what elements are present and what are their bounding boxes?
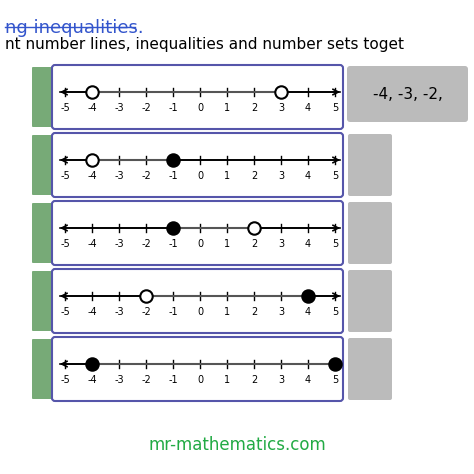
Text: -1: -1 <box>168 239 178 249</box>
Point <box>88 360 96 368</box>
Text: -5: -5 <box>60 239 70 249</box>
Text: 0: 0 <box>197 307 203 317</box>
Text: 3: 3 <box>278 239 284 249</box>
Text: 0: 0 <box>197 239 203 249</box>
FancyBboxPatch shape <box>32 339 52 399</box>
Point <box>142 292 150 300</box>
Text: 5: 5 <box>332 171 338 181</box>
Text: 3: 3 <box>278 375 284 385</box>
Point <box>304 292 312 300</box>
Text: 4: 4 <box>305 307 311 317</box>
Text: 3: 3 <box>278 171 284 181</box>
Text: -2: -2 <box>141 103 151 113</box>
Text: 1: 1 <box>224 239 230 249</box>
Text: -5: -5 <box>60 375 70 385</box>
Text: 4: 4 <box>305 375 311 385</box>
Text: 2: 2 <box>251 171 257 181</box>
Text: 3: 3 <box>278 307 284 317</box>
Text: 2: 2 <box>251 239 257 249</box>
Text: -1: -1 <box>168 307 178 317</box>
Text: -4: -4 <box>87 103 97 113</box>
Point <box>169 224 177 232</box>
FancyBboxPatch shape <box>32 135 52 195</box>
Text: -3: -3 <box>114 239 124 249</box>
Text: -5: -5 <box>60 103 70 113</box>
Text: 5: 5 <box>332 239 338 249</box>
Text: 5: 5 <box>332 375 338 385</box>
Text: -1: -1 <box>168 375 178 385</box>
Text: -2: -2 <box>141 239 151 249</box>
FancyBboxPatch shape <box>348 202 392 264</box>
FancyBboxPatch shape <box>52 65 343 129</box>
Text: 5: 5 <box>332 307 338 317</box>
FancyBboxPatch shape <box>32 203 52 263</box>
Text: -3: -3 <box>114 307 124 317</box>
FancyBboxPatch shape <box>52 337 343 401</box>
Text: -3: -3 <box>114 375 124 385</box>
Point <box>331 360 339 368</box>
Text: 0: 0 <box>197 375 203 385</box>
Text: 4: 4 <box>305 239 311 249</box>
Text: 4: 4 <box>305 103 311 113</box>
Text: -3: -3 <box>114 171 124 181</box>
Text: 1: 1 <box>224 171 230 181</box>
Text: ng inequalities.: ng inequalities. <box>5 19 144 37</box>
Text: 0: 0 <box>197 103 203 113</box>
Point <box>277 88 285 96</box>
Text: -4, -3, -2,: -4, -3, -2, <box>373 86 442 101</box>
Text: -5: -5 <box>60 307 70 317</box>
Text: mr-mathematics.com: mr-mathematics.com <box>148 436 326 454</box>
FancyBboxPatch shape <box>52 201 343 265</box>
Point <box>169 156 177 164</box>
Text: -2: -2 <box>141 171 151 181</box>
Text: -2: -2 <box>141 375 151 385</box>
Text: -4: -4 <box>87 171 97 181</box>
Text: 1: 1 <box>224 103 230 113</box>
Text: -4: -4 <box>87 307 97 317</box>
Text: 2: 2 <box>251 103 257 113</box>
Text: -4: -4 <box>87 375 97 385</box>
Text: 3: 3 <box>278 103 284 113</box>
FancyBboxPatch shape <box>348 270 392 332</box>
FancyBboxPatch shape <box>32 67 52 127</box>
FancyBboxPatch shape <box>348 134 392 196</box>
Text: 2: 2 <box>251 375 257 385</box>
Text: -1: -1 <box>168 171 178 181</box>
Text: 4: 4 <box>305 171 311 181</box>
Text: -4: -4 <box>87 239 97 249</box>
Text: -3: -3 <box>114 103 124 113</box>
FancyBboxPatch shape <box>348 338 392 400</box>
FancyBboxPatch shape <box>32 271 52 331</box>
Text: 5: 5 <box>332 103 338 113</box>
Point <box>88 88 96 96</box>
Text: 1: 1 <box>224 375 230 385</box>
Text: -2: -2 <box>141 307 151 317</box>
FancyBboxPatch shape <box>52 133 343 197</box>
Text: nt number lines, inequalities and number sets toget: nt number lines, inequalities and number… <box>5 37 404 52</box>
FancyBboxPatch shape <box>347 66 468 122</box>
Text: 0: 0 <box>197 171 203 181</box>
Text: 2: 2 <box>251 307 257 317</box>
Text: -1: -1 <box>168 103 178 113</box>
Text: -5: -5 <box>60 171 70 181</box>
Point <box>88 156 96 164</box>
FancyBboxPatch shape <box>52 269 343 333</box>
Text: 1: 1 <box>224 307 230 317</box>
Point <box>250 224 258 232</box>
